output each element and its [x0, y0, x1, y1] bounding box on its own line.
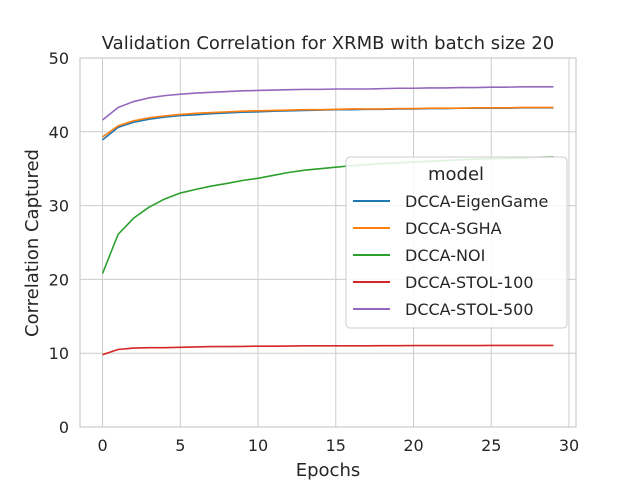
x-tick-label: 0 — [97, 436, 107, 455]
y-tick-label: 50 — [49, 49, 69, 68]
legend-label-dcca-noi: DCCA-NOI — [405, 246, 485, 265]
x-tick-label: 5 — [175, 436, 185, 455]
legend-label-dcca-stol-500: DCCA-STOL-500 — [405, 300, 534, 319]
x-tick-labels: 0 5 10 15 20 25 30 — [97, 436, 579, 455]
series-line-dcca-sgha — [102, 106, 554, 138]
x-tick-label: 20 — [403, 436, 423, 455]
y-axis-label: Correlation Captured — [22, 149, 43, 337]
y-tick-labels: 0 10 20 30 40 50 — [49, 49, 69, 437]
legend-title: model — [428, 164, 484, 185]
y-tick-label: 20 — [49, 270, 69, 289]
y-tick-label: 0 — [59, 418, 69, 437]
x-tick-label: 25 — [481, 436, 501, 455]
y-tick-label: 40 — [49, 123, 69, 142]
y-tick-label: 10 — [49, 344, 69, 363]
x-axis-label: Epochs — [296, 460, 361, 480]
legend: model DCCA-EigenGameDCCA-SGHADCCA-NOIDCC… — [345, 156, 568, 329]
legend-label-dcca-sgha: DCCA-SGHA — [405, 219, 502, 238]
x-tick-label: 30 — [559, 436, 579, 455]
legend-label-dcca-stol-100: DCCA-STOL-100 — [405, 273, 534, 292]
x-tick-label: 10 — [248, 436, 268, 455]
x-tick-label: 15 — [326, 436, 346, 455]
legend-label-dcca-eigengame: DCCA-EigenGame — [405, 192, 548, 211]
chart-title: Validation Correlation for XRMB with bat… — [102, 33, 554, 54]
legend-box — [345, 156, 568, 329]
series-line-dcca-stol-500 — [102, 85, 554, 121]
series-line-dcca-stol-100 — [102, 344, 554, 356]
y-tick-label: 30 — [49, 197, 69, 216]
legend-items: DCCA-EigenGame DCCA-SGHA DCCA-NOI DCCA-STOL… — [353, 192, 548, 319]
y-grid — [80, 57, 576, 428]
